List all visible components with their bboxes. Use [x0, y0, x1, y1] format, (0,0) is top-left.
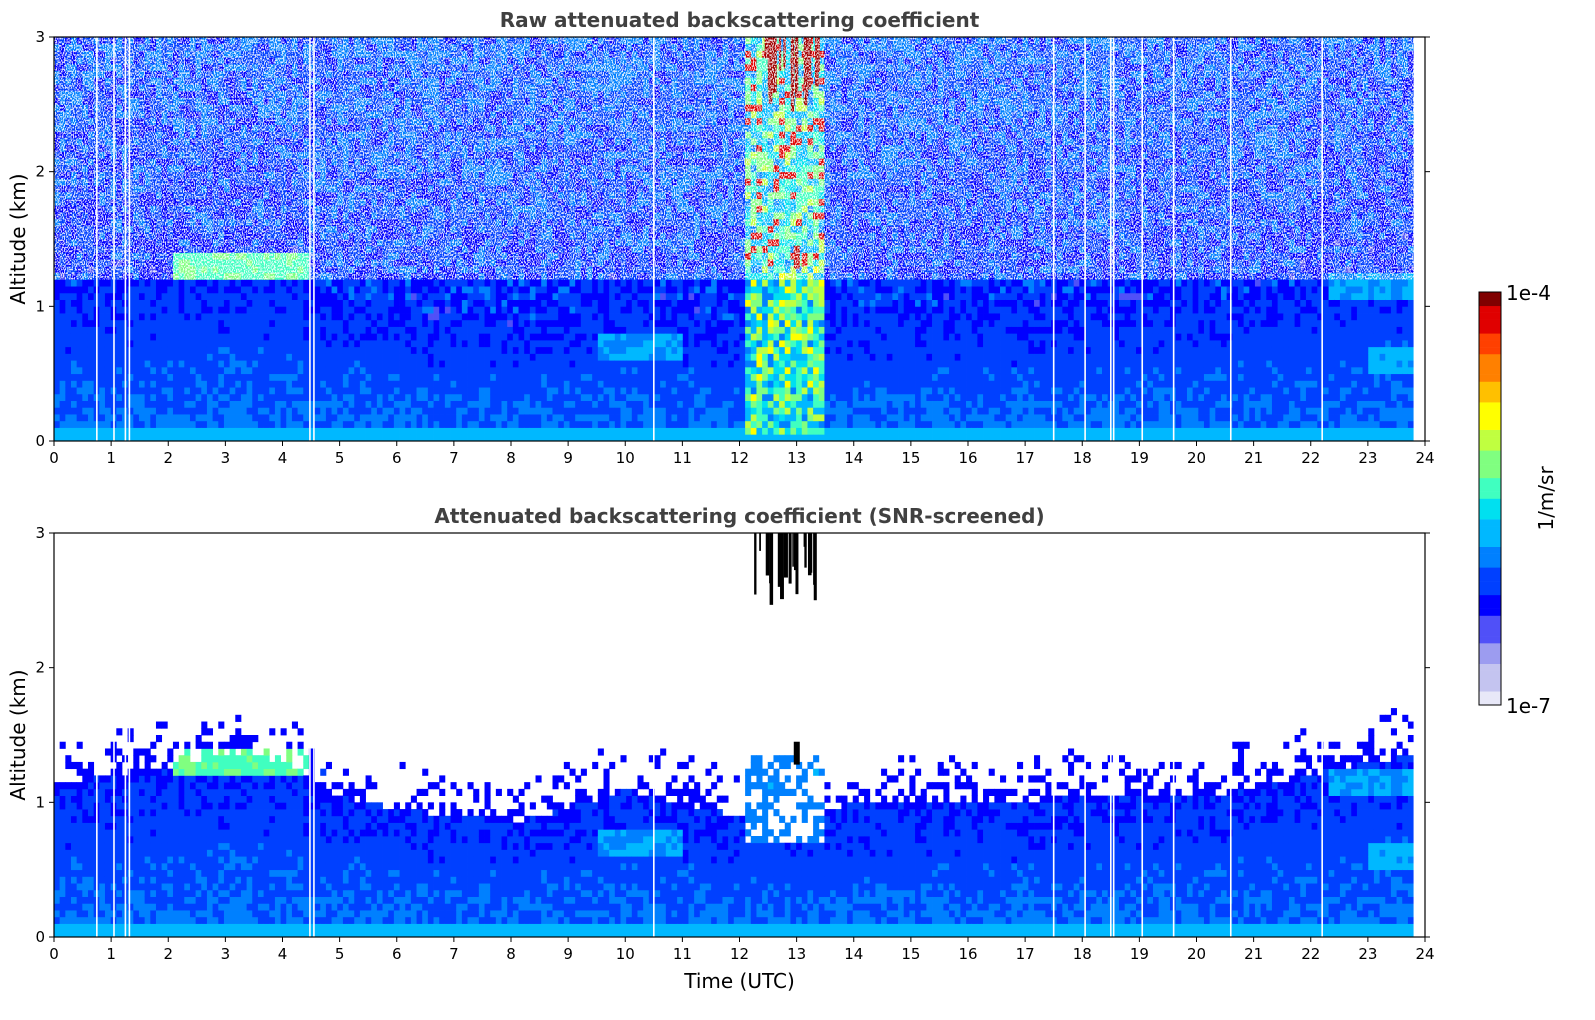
screened-y-axis-label: Altitude (km)	[6, 669, 30, 800]
screened-x-axis: 0 1 2 3 4 5 6 7 8 9 10 11 12 13 14 15 16 17 18 19 20 21 22 23 24	[49, 937, 1435, 963]
raw-noise-overlay	[54, 37, 1414, 280]
x-tick-label: 17	[1016, 945, 1035, 963]
raw-data-gaps	[96, 37, 1425, 441]
y-tick-label: 2	[35, 659, 45, 677]
x-tick-label: 6	[392, 945, 402, 963]
x-tick-label: 2	[163, 945, 173, 963]
screened-data-gaps	[96, 533, 1425, 937]
x-tick-label: 6	[392, 449, 402, 467]
y-tick-label: 1	[35, 793, 45, 811]
x-tick-label: 13	[787, 945, 806, 963]
x-tick-label: 16	[958, 449, 977, 467]
x-tick-label: 22	[1301, 945, 1320, 963]
raw-backscatter-panel: Raw attenuated backscattering coefficien…	[6, 8, 1435, 467]
x-tick-label: 8	[506, 945, 516, 963]
y-tick-label: 3	[35, 524, 45, 542]
x-tick-label: 5	[335, 945, 345, 963]
time-axis-label: Time (UTC)	[683, 969, 795, 993]
x-tick-label: 4	[278, 945, 288, 963]
x-tick-label: 23	[1358, 449, 1377, 467]
y-tick-label: 3	[35, 28, 45, 46]
x-tick-label: 3	[221, 945, 231, 963]
x-tick-label: 19	[1130, 449, 1149, 467]
x-tick-label: 12	[730, 449, 749, 467]
x-tick-label: 16	[958, 945, 977, 963]
x-tick-label: 2	[163, 449, 173, 467]
raw-y-axis: 0 1 2 3	[35, 28, 1430, 450]
x-tick-label: 1	[106, 945, 116, 963]
x-tick-label: 8	[506, 449, 516, 467]
x-tick-label: 5	[335, 449, 345, 467]
y-tick-label: 0	[35, 928, 45, 946]
x-tick-label: 20	[1187, 449, 1206, 467]
x-tick-label: 15	[901, 945, 920, 963]
x-tick-label: 24	[1415, 449, 1434, 467]
x-tick-label: 18	[1073, 945, 1092, 963]
raw-y-axis-label: Altitude (km)	[6, 173, 30, 304]
raw-panel-title: Raw attenuated backscattering coefficien…	[500, 8, 980, 32]
x-tick-label: 23	[1358, 945, 1377, 963]
x-tick-label: 11	[673, 945, 692, 963]
x-tick-label: 17	[1016, 449, 1035, 467]
x-tick-label: 21	[1244, 945, 1263, 963]
x-tick-label: 9	[563, 449, 573, 467]
x-tick-label: 22	[1301, 449, 1320, 467]
y-tick-label: 1	[35, 297, 45, 315]
screened-backscatter-panel: Attenuated backscattering coefficient (S…	[6, 504, 1435, 993]
x-tick-label: 9	[563, 945, 573, 963]
x-tick-label: 0	[49, 945, 59, 963]
colorbar-frame	[1478, 291, 1502, 706]
x-tick-label: 3	[221, 449, 231, 467]
y-tick-label: 0	[35, 432, 45, 450]
x-tick-label: 14	[844, 945, 863, 963]
colorbar-scale	[1479, 292, 1501, 706]
x-tick-label: 24	[1415, 945, 1434, 963]
x-tick-label: 7	[449, 449, 459, 467]
x-tick-label: 11	[673, 449, 692, 467]
screened-heatmap	[54, 533, 1414, 938]
screened-y-axis: 0 1 2 3	[35, 524, 1430, 946]
x-tick-label: 1	[106, 449, 116, 467]
raw-x-axis: 0 1 2 3 4 5 6 7 8 9 10 11 12 13 14 15 16 17 18 19 20 21 22 23 24	[49, 441, 1435, 467]
x-tick-label: 10	[616, 945, 635, 963]
y-tick-label: 2	[35, 163, 45, 181]
x-tick-label: 4	[278, 449, 288, 467]
x-tick-label: 0	[49, 449, 59, 467]
colorbar-min-label: 1e-7	[1506, 694, 1551, 718]
x-tick-label: 21	[1244, 449, 1263, 467]
screened-panel-title: Attenuated backscattering coefficient (S…	[434, 504, 1044, 528]
x-tick-label: 7	[449, 945, 459, 963]
x-tick-label: 14	[844, 449, 863, 467]
x-tick-label: 20	[1187, 945, 1206, 963]
x-tick-label: 10	[616, 449, 635, 467]
x-tick-label: 12	[730, 945, 749, 963]
colorbar-max-label: 1e-4	[1506, 281, 1551, 305]
colorbar: 1e-4 1e-7 1/m/sr	[1478, 281, 1558, 718]
x-tick-label: 18	[1073, 449, 1092, 467]
x-tick-label: 19	[1130, 945, 1149, 963]
x-tick-label: 15	[901, 449, 920, 467]
x-tick-label: 13	[787, 449, 806, 467]
colorbar-unit-label: 1/m/sr	[1534, 466, 1558, 531]
